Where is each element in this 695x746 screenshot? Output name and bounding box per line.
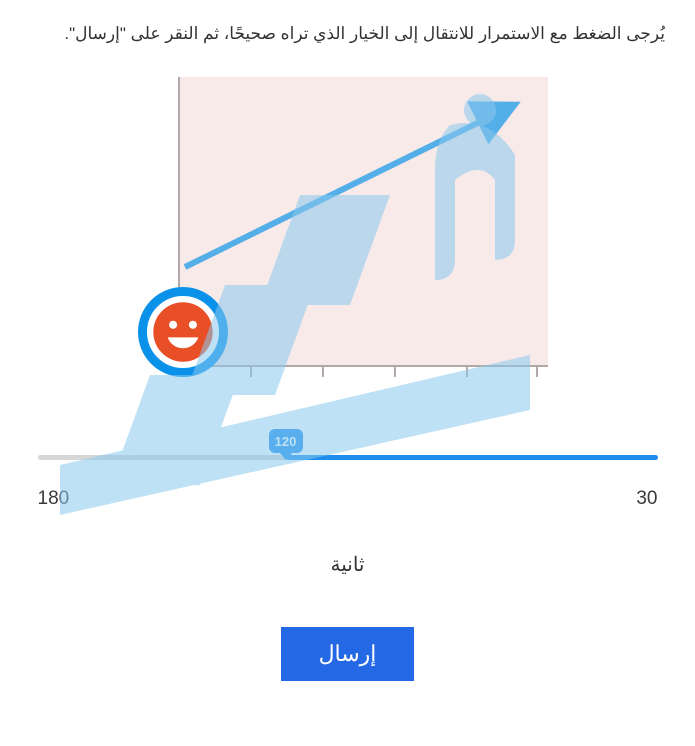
x-axis-ticks [178, 367, 548, 379]
slider-track[interactable]: 120 [38, 455, 658, 460]
slider-max-label: 30 [636, 488, 657, 510]
unit-label: ثانية [30, 552, 665, 577]
chart-plot-area [178, 77, 548, 367]
chart-region [118, 77, 578, 407]
slider-value-bubble: 120 [269, 429, 303, 453]
slider-fill [286, 455, 658, 460]
answer-slider[interactable]: 120 180 30 [38, 427, 658, 510]
slider-min-label: 180 [38, 488, 70, 510]
smiley-icon [138, 287, 228, 377]
submit-button[interactable]: إرسال [281, 627, 415, 681]
slider-thumb[interactable]: 120 [269, 429, 303, 453]
instruction-text: يُرجى الضغط مع الاستمرار للانتقال إلى ال… [30, 20, 665, 47]
